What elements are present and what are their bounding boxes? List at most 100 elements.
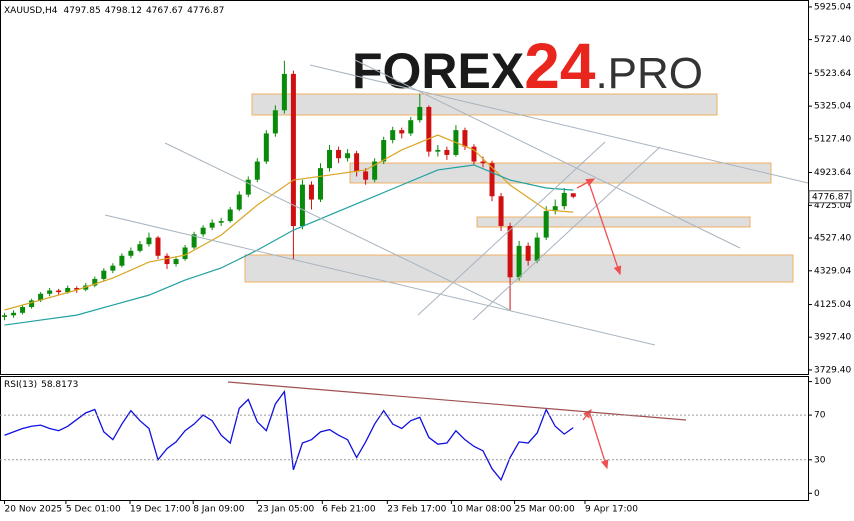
candle-body (435, 149, 441, 152)
y-tick-label: 5925.04 (814, 2, 851, 12)
y-tick-label: 30 (814, 455, 826, 465)
trendline (472, 146, 661, 321)
zone (251, 93, 718, 116)
low: 4767.67 (146, 6, 183, 16)
watermark-part: FOREX (352, 43, 524, 99)
y-tick-label: 5325.04 (814, 102, 851, 112)
moving-average (4, 134, 574, 311)
y-tick-label: 5727.40 (814, 35, 851, 45)
candle-body (56, 290, 62, 293)
x-tick-label: 8 Jan 09:00 (193, 505, 245, 515)
candle-body (38, 293, 44, 301)
candle-body (2, 315, 8, 317)
rsi-name: RSI(13) (4, 380, 37, 390)
y-tick-label: 0 (814, 489, 820, 499)
candle-body (308, 184, 314, 200)
candle-body (444, 149, 450, 155)
x-tick-label: 25 Mar 00:00 (515, 505, 575, 515)
candle-body (525, 245, 531, 261)
overlays (4, 134, 574, 482)
candle-body (218, 221, 224, 223)
y-tick-label: 3927.40 (814, 333, 851, 343)
rsi-last: 58.8173 (41, 380, 78, 390)
trendline (164, 142, 511, 311)
y-tick-label: 4527.40 (814, 234, 851, 244)
rsi-trendline (227, 381, 687, 421)
candle-body (390, 130, 396, 141)
candle-body (11, 312, 17, 316)
candle-body (245, 179, 251, 195)
trendline (104, 214, 656, 346)
price-panel (0, 0, 809, 375)
candle-body (462, 130, 468, 147)
arrow (587, 179, 622, 276)
candle-body (498, 196, 504, 227)
x-tick-label: 19 Dec 17:00 (130, 505, 191, 515)
candle-body (399, 130, 405, 134)
candle-body (272, 110, 278, 134)
y-tick-label: 5127.40 (814, 134, 851, 144)
candle-body (182, 247, 188, 260)
trendline (354, 59, 741, 249)
candle-body (164, 255, 170, 265)
candle-body (281, 73, 287, 111)
candle-body (191, 234, 197, 248)
x-tick-label: 20 Nov 2025 (5, 505, 63, 515)
candle-body (426, 106, 432, 152)
candle-body (299, 184, 305, 227)
watermark-part: .PRO (595, 49, 703, 98)
candle-body (417, 106, 423, 121)
rsi-header: RSI(13) 58.8173 (4, 380, 78, 390)
candle-body (236, 194, 242, 210)
candle-body (20, 307, 26, 313)
header: XAUUSD,H4 4797.85 4798.12 4767.67 4776.87 (4, 6, 224, 16)
candle-body (227, 209, 233, 222)
candle-body (146, 237, 152, 245)
y-tick-label: 5523.64 (814, 69, 851, 79)
candle-body (363, 171, 369, 180)
candle-body (480, 161, 486, 164)
watermark-part: 24 (524, 30, 596, 102)
candle-body (29, 300, 35, 308)
candle-body (408, 120, 414, 134)
y-tick-label: 4125.04 (814, 300, 851, 310)
trendlines (104, 59, 809, 346)
candle-body (561, 192, 567, 207)
candle-body (155, 237, 161, 256)
candle-body (137, 244, 143, 251)
candle-body (471, 146, 477, 162)
x-tick-label: 23 Jan 05:00 (257, 505, 314, 515)
candle-body (552, 206, 558, 212)
candle-body (336, 149, 342, 159)
symbol: XAUUSD,H4 (4, 6, 58, 16)
trendline (309, 64, 809, 184)
y-tick-label: 3729.40 (814, 365, 851, 375)
y-tick-label: 4329.04 (814, 266, 851, 276)
candle-body (65, 288, 71, 293)
y-tick-label: 100 (814, 377, 831, 387)
y-tick-label: 4923.64 (814, 168, 851, 178)
candle-body (543, 211, 549, 238)
candle-body (317, 168, 323, 200)
arrow (576, 178, 596, 189)
candle-body (507, 226, 513, 278)
rsi-panel (0, 376, 809, 501)
rsi-line (4, 389, 574, 482)
candle-body (354, 153, 360, 172)
x-tick-label: 23 Feb 17:00 (387, 505, 446, 515)
candle-body (327, 149, 333, 169)
candle-body (200, 227, 206, 235)
candle-body (209, 222, 215, 228)
candle-body (92, 278, 98, 286)
y-tick-label: 70 (814, 411, 826, 421)
candle-body (570, 193, 576, 197)
candle-body (534, 237, 540, 261)
x-tick-label: 5 Dec 01:00 (66, 505, 121, 515)
candle-body (128, 250, 134, 256)
candle-body (489, 163, 495, 197)
arrow (589, 413, 609, 470)
candle-body (381, 140, 387, 162)
candle-body (74, 288, 80, 290)
